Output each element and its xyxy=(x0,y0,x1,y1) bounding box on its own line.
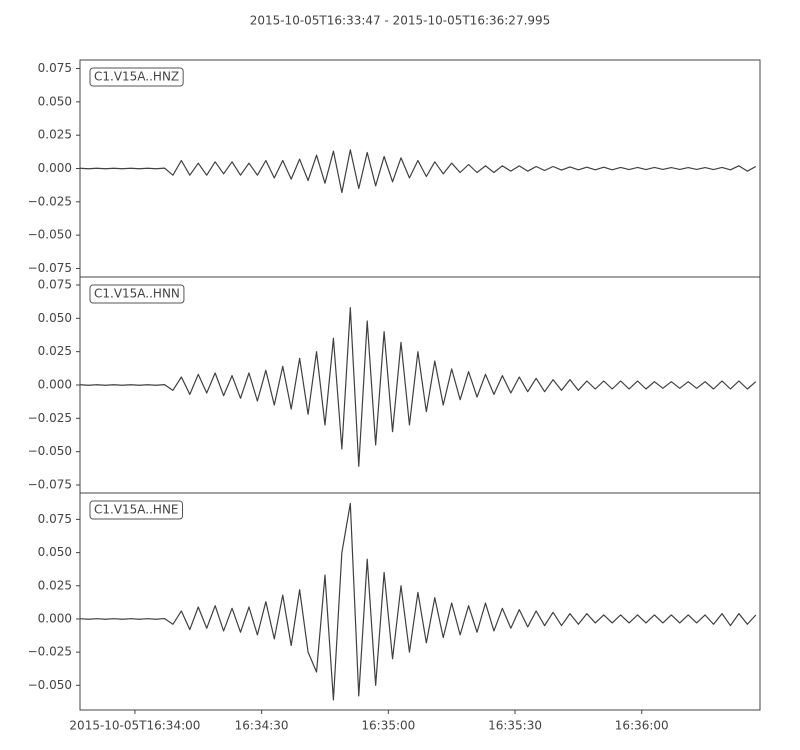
y-tick-label: 0.025 xyxy=(38,128,72,142)
y-tick-label: −0.025 xyxy=(28,411,72,425)
x-tick-label: 16:36:00 xyxy=(615,719,669,733)
trace-label-box xyxy=(89,284,185,304)
trace-label-box xyxy=(89,67,184,87)
y-tick-label: 0.075 xyxy=(38,61,72,75)
y-tick-label: −0.075 xyxy=(28,261,72,275)
y-tick-label: 0.000 xyxy=(38,611,72,625)
chart-title: 2015-10-05T16:33:47 - 2015-10-05T16:36:2… xyxy=(250,14,551,28)
x-tick-label: 2015-10-05T16:34:00 xyxy=(69,719,200,733)
trace-label-box xyxy=(89,500,184,520)
y-tick-label: 0.000 xyxy=(38,378,72,392)
y-tick-label: 0.000 xyxy=(38,161,72,175)
y-tick-label: 0.025 xyxy=(38,578,72,592)
waveform xyxy=(79,307,757,467)
y-tick-label: 0.050 xyxy=(38,311,72,325)
y-tick-label: 0.075 xyxy=(38,278,72,292)
y-tick-label: −0.025 xyxy=(28,645,72,659)
y-tick-label: −0.025 xyxy=(28,194,72,208)
x-tick-label: 16:35:00 xyxy=(361,719,415,733)
y-tick-label: 0.075 xyxy=(38,512,72,526)
y-tick-label: −0.050 xyxy=(28,444,72,458)
trace-label: C1.V15A..HNZ xyxy=(94,70,179,84)
panel-frame xyxy=(79,492,761,711)
x-tick-label: 16:35:30 xyxy=(488,719,542,733)
waveform xyxy=(79,149,757,194)
y-tick-label: 0.050 xyxy=(38,94,72,108)
x-tick-label: 16:34:30 xyxy=(235,719,289,733)
y-tick-label: −0.075 xyxy=(28,478,72,492)
trace-label: C1.V15A..HNN xyxy=(94,287,180,301)
y-tick-label: −0.050 xyxy=(28,228,72,242)
waveform xyxy=(79,502,757,701)
y-tick-label: 0.050 xyxy=(38,545,72,559)
trace-label: C1.V15A..HNE xyxy=(94,503,179,517)
y-tick-label: 0.025 xyxy=(38,344,72,358)
y-tick-label: −0.050 xyxy=(28,678,72,692)
